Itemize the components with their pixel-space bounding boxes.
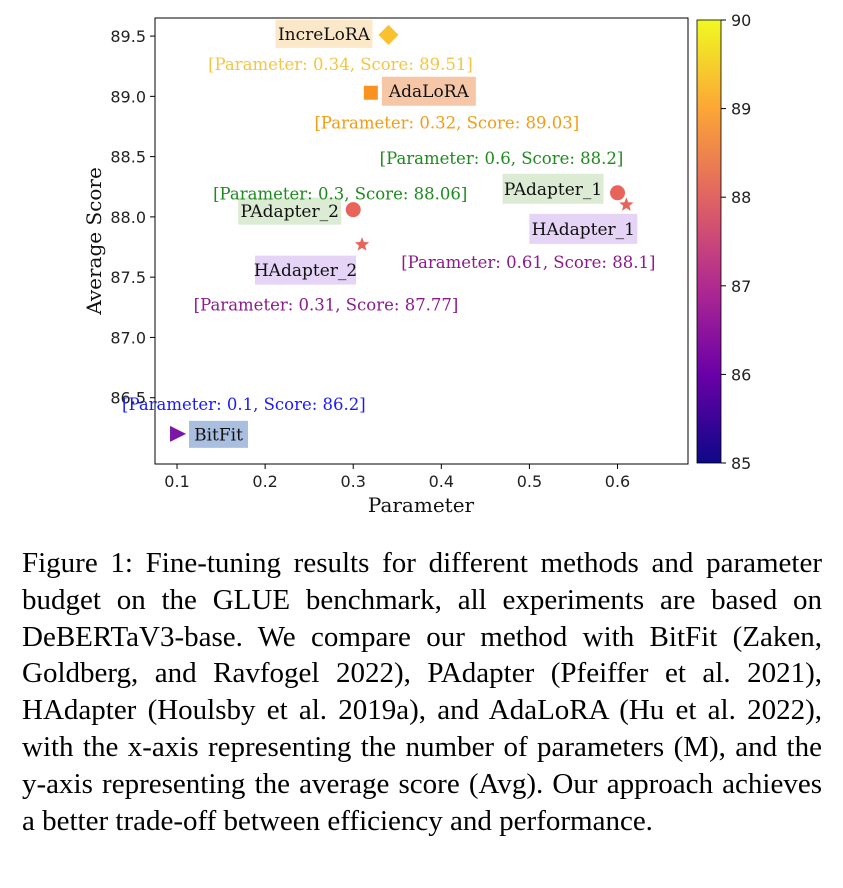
scatter-chart: 0.1 0.2 0.3 0.4 0.5 0.6 86.5 87.0 87.5 88.0 88.5 8… [82, 11, 751, 517]
point-label-adalora: AdaLoRA [388, 82, 470, 102]
colorbar [696, 19, 722, 464]
annotation-hadapter-2: [Parameter: 0.31, Score: 87.77] [194, 296, 459, 315]
marker-hadapter-2 [354, 237, 370, 251]
label-box-bitfit [189, 420, 249, 448]
label-box-padapter-1 [502, 173, 604, 204]
point-label-increlora: IncreLoRA [278, 25, 371, 45]
label-box-increlora [275, 19, 373, 48]
x-axis-title: Parameter [368, 493, 475, 517]
point-label-bitfit: BitFit [194, 425, 243, 445]
annotation-increlora: [Parameter: 0.34, Score: 89.51] [208, 55, 473, 74]
colorbar-tick-label: 88 [731, 188, 751, 207]
point-label-padapter-2: PAdapter_2 [241, 202, 339, 222]
colorbar-tick-label: 87 [731, 277, 751, 296]
marker-hadapter-1 [619, 197, 634, 211]
label-box-padapter-2 [238, 197, 342, 225]
x-tick-label: 0.2 [252, 472, 277, 491]
y-tick-label: 88.0 [110, 208, 146, 227]
marker-adalora [363, 85, 378, 100]
colorbar-tick-label: 90 [731, 11, 751, 30]
marker-increlora [378, 24, 399, 45]
colorbar-tick-label: 86 [731, 365, 751, 384]
y-tick-label: 87.5 [110, 268, 146, 287]
point-label-padapter-1: PAdapter_1 [504, 180, 602, 200]
y-axis-title: Average Score [82, 167, 106, 316]
marker-padapter-2 [345, 202, 361, 218]
y-tick-label: 89.5 [110, 27, 146, 46]
label-box-hadapter-1 [529, 213, 638, 244]
point-label-hadapter-2: HAdapter_2 [254, 261, 357, 281]
annotation-hadapter-1: [Parameter: 0.61, Score: 88.1] [401, 253, 655, 272]
annotation-padapter-2: [Parameter: 0.3, Score: 88.06] [213, 185, 467, 204]
marker-padapter-1 [610, 185, 626, 201]
x-tick-label: 0.3 [340, 472, 365, 491]
x-tick-label: 0.6 [605, 472, 630, 491]
colorbar-tick-label: 89 [731, 100, 751, 119]
figure-caption: Figure 1: Fine-tuning results for differ… [22, 547, 822, 837]
label-box-hadapter-2 [255, 255, 357, 285]
y-tick-label: 86.5 [110, 389, 146, 408]
point-label-hadapter-1: HAdapter_1 [532, 220, 635, 240]
annotation-adalora: [Parameter: 0.32, Score: 89.03] [314, 114, 579, 133]
y-tick-label: 87.0 [110, 328, 146, 347]
x-tick-label: 0.4 [429, 472, 454, 491]
annotation-bitfit: [Parameter: 0.1, Score: 86.2] [122, 395, 366, 414]
marker-bitfit [170, 425, 187, 442]
label-box-adalora [381, 76, 476, 106]
annotation-padapter-1: [Parameter: 0.6, Score: 88.2] [380, 149, 624, 168]
y-tick-label: 88.5 [110, 148, 146, 167]
colorbar-tick-label: 85 [731, 454, 751, 473]
x-tick-label: 0.1 [164, 472, 189, 491]
x-tick-label: 0.5 [517, 472, 542, 491]
y-tick-label: 89.0 [110, 87, 146, 106]
